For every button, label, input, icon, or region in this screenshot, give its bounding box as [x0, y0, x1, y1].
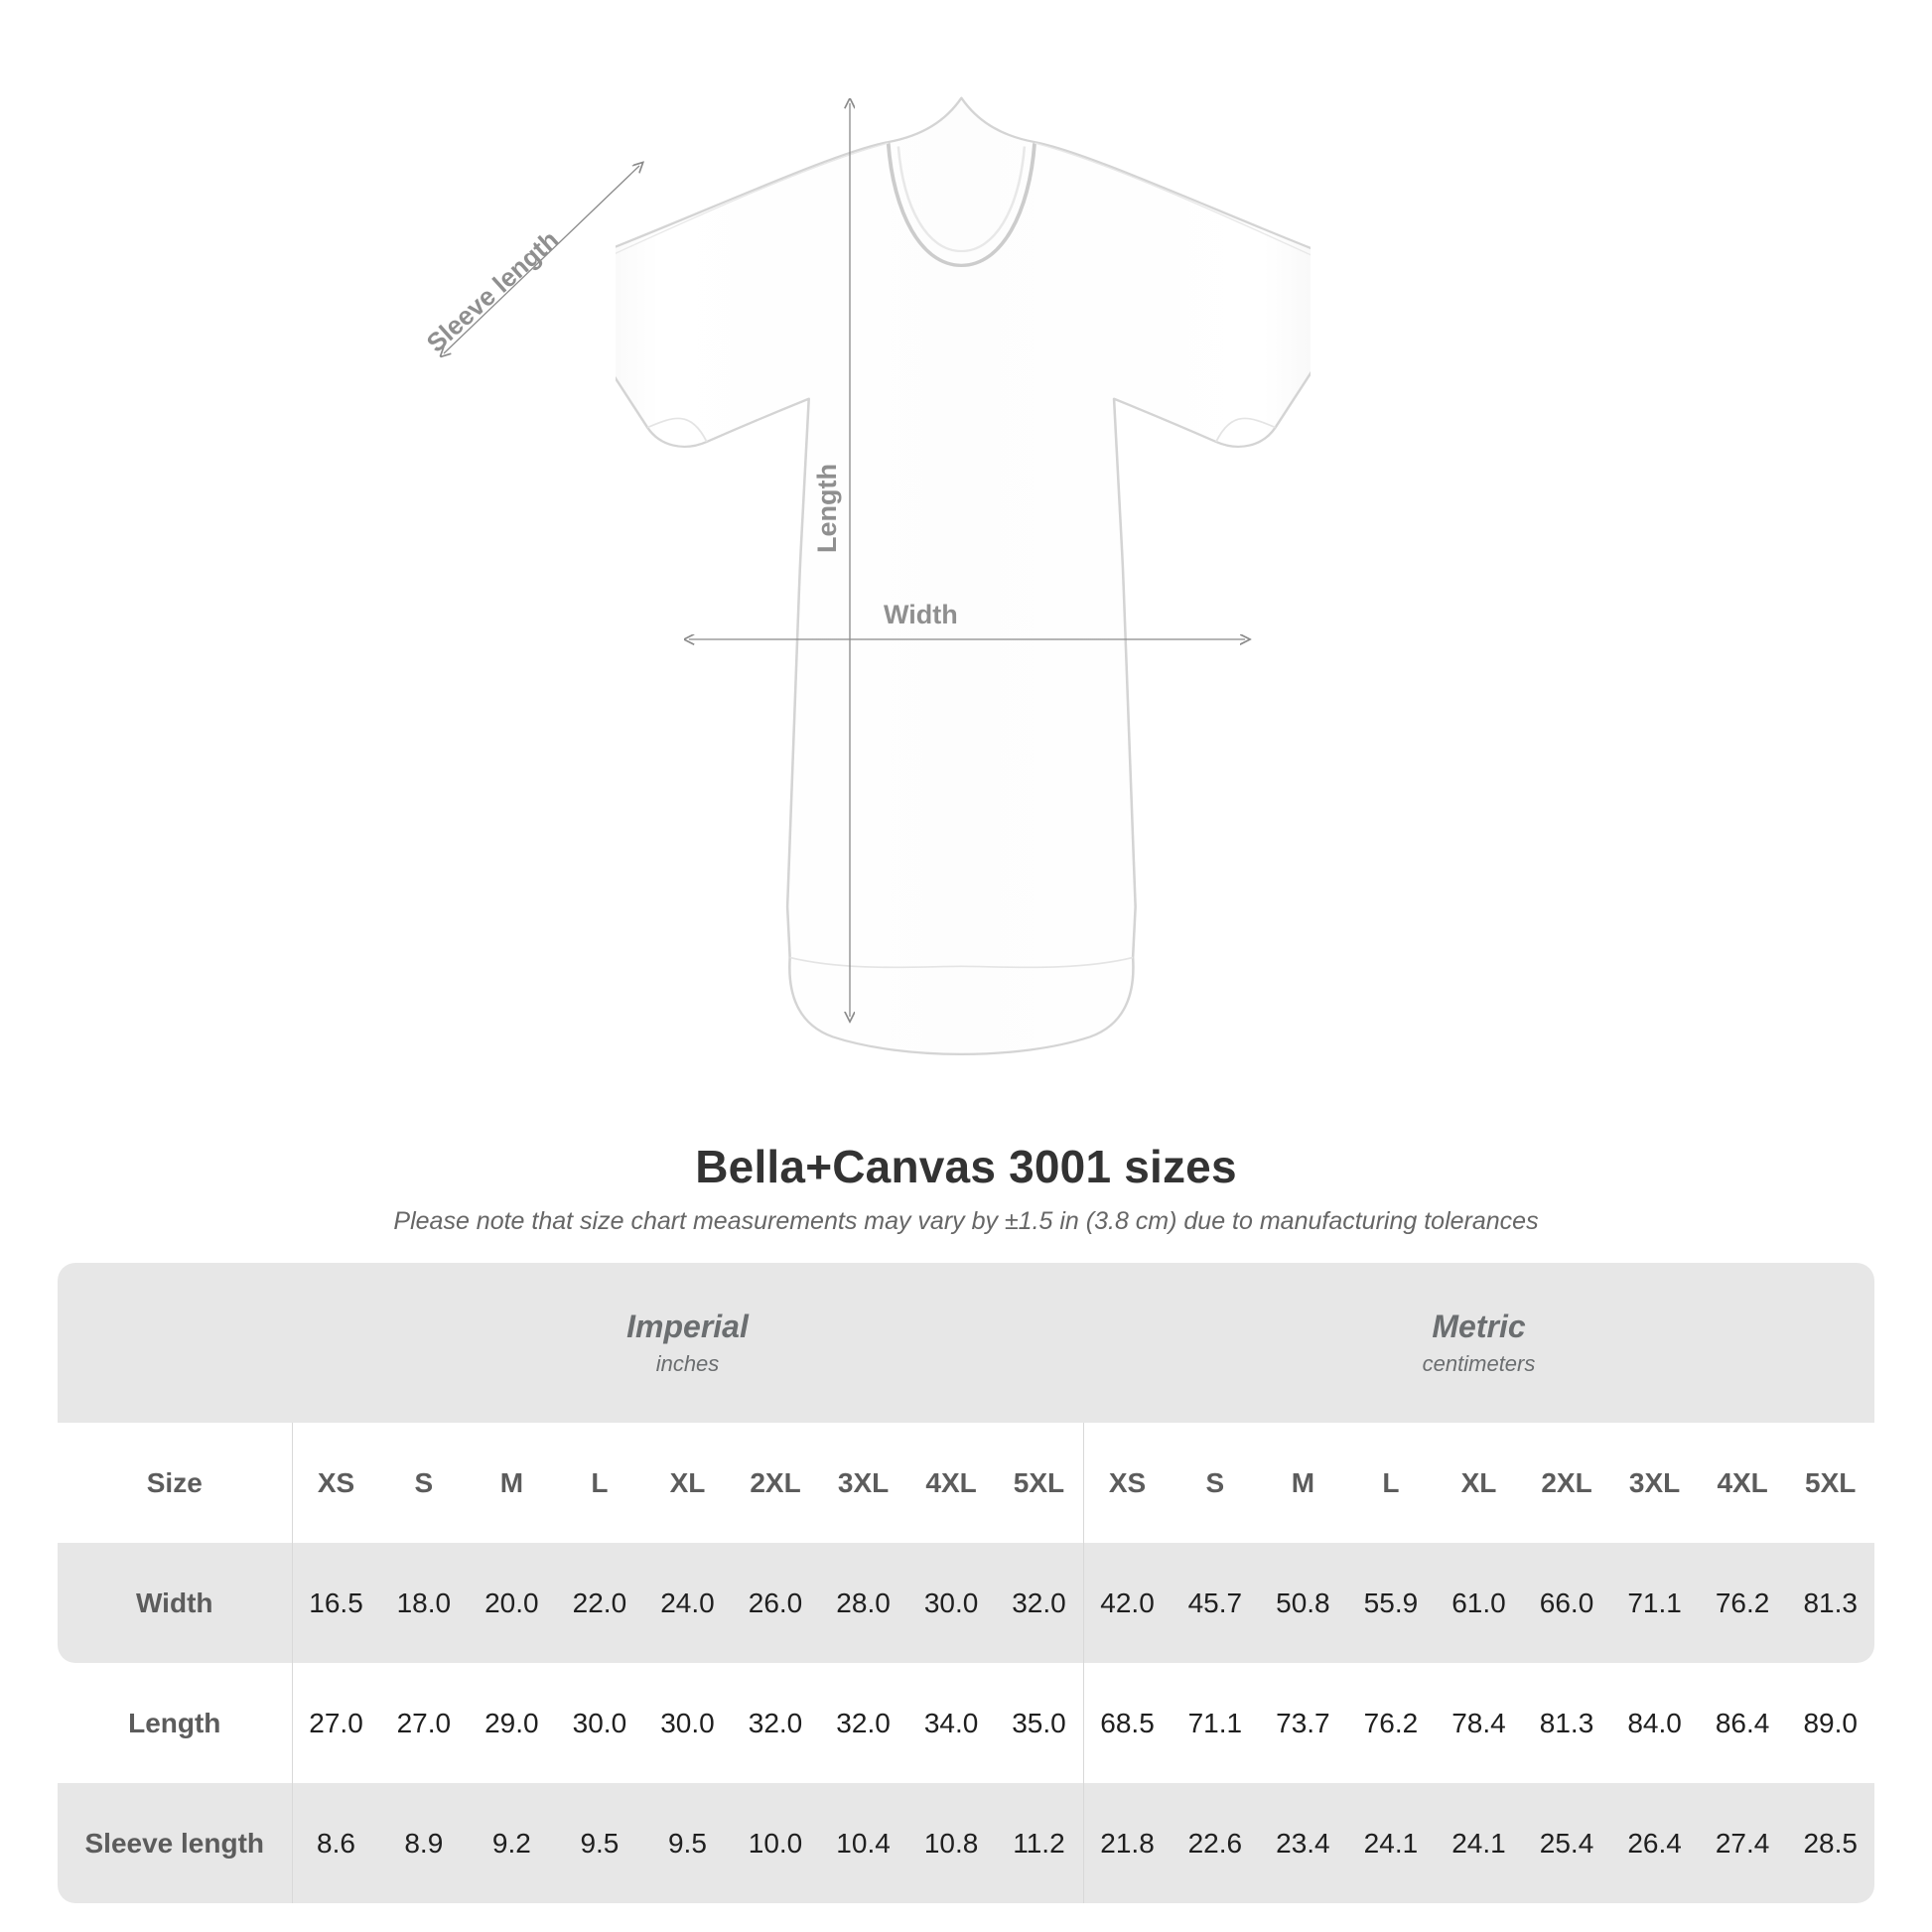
svg-text:Sleeve length: Sleeve length — [421, 224, 565, 357]
svg-text:Length: Length — [812, 464, 842, 553]
svg-text:Width: Width — [884, 600, 958, 629]
